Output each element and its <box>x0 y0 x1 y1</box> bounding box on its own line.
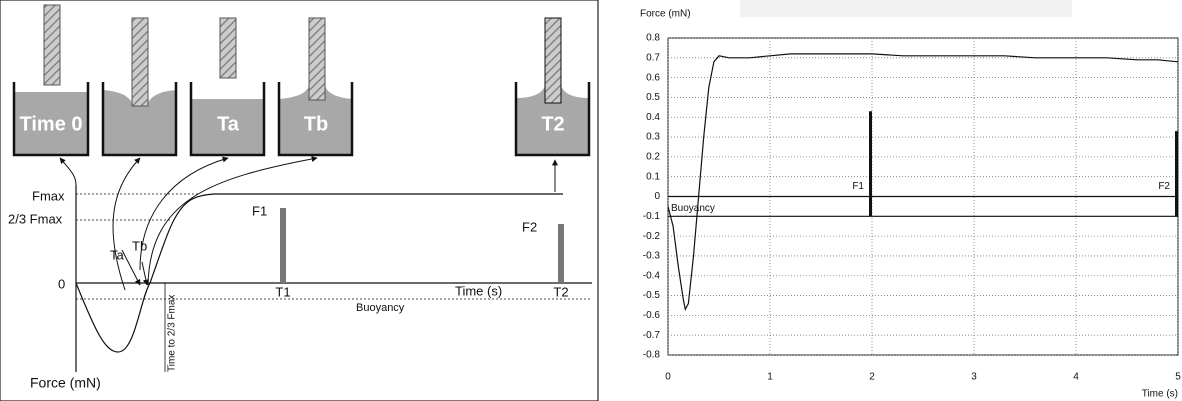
y-tick-label: -0.8 <box>643 350 661 361</box>
x-tick-label: 1 <box>767 372 773 383</box>
x-tick-label: 5 <box>1175 372 1181 383</box>
y-tick-label: -0.3 <box>643 251 661 262</box>
level-label: 0 <box>58 276 65 291</box>
x-tick-label: 4 <box>1073 372 1079 383</box>
beaker-label: Ta <box>217 113 240 135</box>
bar-label: F1 <box>252 203 267 218</box>
panel-frame <box>0 0 599 401</box>
y-tick-label: 0.1 <box>646 171 660 182</box>
y-axis-label: Force (mN) <box>640 9 691 20</box>
rotated-label: Time to 2/3 Fmax <box>167 295 178 372</box>
y-tick-label: 0.6 <box>646 72 660 83</box>
x-tick-label: 0 <box>665 372 671 383</box>
chart: Force (mN) Time (s) 0.8 0.7 0.6 0.5 0.4 0.3 0.… <box>640 0 1181 400</box>
beaker-label: T2 <box>541 113 564 135</box>
baseline-label: Buoyancy <box>671 203 715 214</box>
y-tick-label: 0.8 <box>646 33 660 44</box>
y-tick-label: -0.6 <box>643 310 661 321</box>
y-tick-label: -0.7 <box>643 330 661 341</box>
y-tick-label: 0.7 <box>646 52 660 63</box>
x-axis-label: Time (s) <box>1142 389 1178 400</box>
schematic: Time 0 Ta Tb T2 Fmax 2/3 Fmax 0 Ta Tb Ti… <box>0 0 599 401</box>
x-tick-label: 3 <box>971 372 977 383</box>
beakers <box>12 82 591 157</box>
axis-label: Time (s) <box>455 283 502 298</box>
y-tick-label: 0 <box>654 191 660 202</box>
force-line <box>667 53 1179 312</box>
baseline-label: Buoyancy <box>356 302 405 314</box>
y-tick-label: 0.4 <box>646 112 660 123</box>
y-tick-label: -0.5 <box>643 290 661 301</box>
curve-label: Ta <box>110 247 125 262</box>
y-tick-label: -0.1 <box>643 211 661 222</box>
level-label: 2/3 Fmax <box>8 211 63 226</box>
curve-label: Tb <box>132 238 147 253</box>
time-label: T2 <box>553 284 568 299</box>
y-tick-label: -0.4 <box>643 270 661 281</box>
y-tick-label: -0.2 <box>643 231 661 242</box>
header-bar <box>740 0 1072 17</box>
y-tick-label: 0.3 <box>646 132 660 143</box>
x-tick-label: 2 <box>869 372 875 383</box>
schematic-axes <box>59 156 592 372</box>
force-bar <box>558 224 564 283</box>
bar-label: F2 <box>1158 181 1170 192</box>
level-label: Fmax <box>32 188 65 203</box>
time-label: T1 <box>275 284 290 299</box>
beaker-label: Tb <box>304 113 328 135</box>
bar-label: F1 <box>852 181 864 192</box>
rods <box>43 4 562 107</box>
y-tick-label: 0.2 <box>646 152 660 163</box>
beaker-label: Time 0 <box>20 113 83 135</box>
axis-label: Force (mN) <box>30 375 101 391</box>
y-tick-label: 0.5 <box>646 92 660 103</box>
bar-label: F2 <box>522 219 537 234</box>
force-bar <box>280 208 286 283</box>
